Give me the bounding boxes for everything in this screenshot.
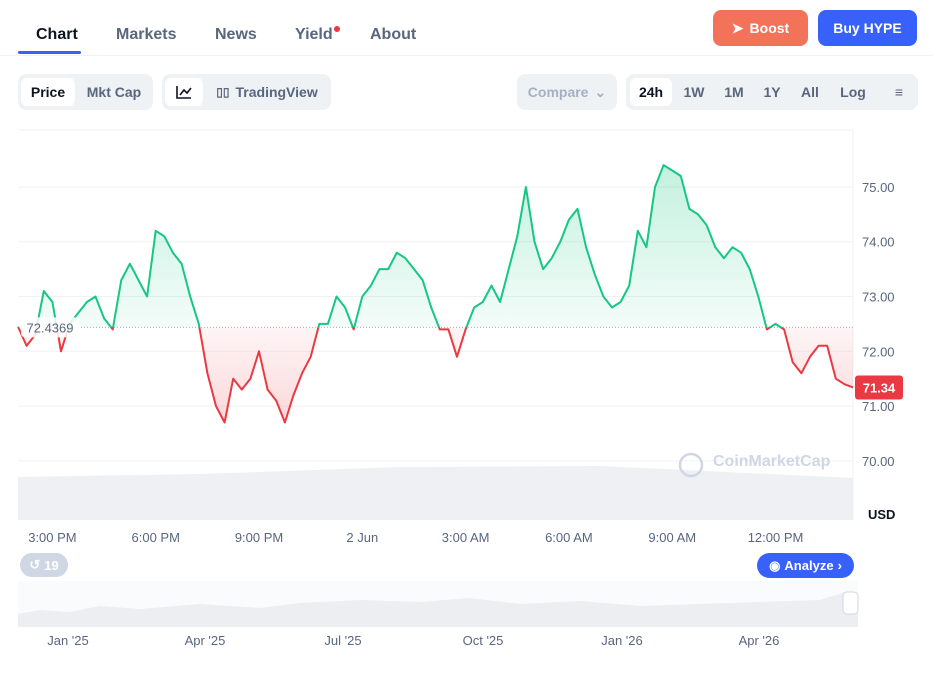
- navigator-area: [18, 592, 858, 627]
- range-button[interactable]: 1M: [724, 84, 744, 100]
- tab[interactable]: Yield: [295, 26, 333, 43]
- last-price-label: 71.34: [863, 380, 896, 395]
- navigator-handle[interactable]: [842, 591, 859, 615]
- navigator-label: Oct '25: [462, 633, 504, 648]
- y-tick-label: 71.00: [862, 399, 895, 414]
- tab[interactable]: About: [370, 26, 417, 43]
- notify-dot: [334, 26, 340, 32]
- y-tick-label: 70.00: [862, 454, 895, 469]
- log-toggle[interactable]: Log: [840, 84, 866, 100]
- x-tick-label: 6:00 AM: [545, 530, 593, 545]
- settings-button[interactable]: ≡: [894, 84, 904, 100]
- range-button[interactable]: 1Y: [763, 84, 781, 100]
- watermark-logo: [678, 452, 704, 478]
- x-tick-label: 9:00 PM: [235, 530, 283, 545]
- range-button[interactable]: 1W: [683, 84, 705, 100]
- type-toggle: Price Mkt Cap: [18, 74, 153, 110]
- compare-text: Compare: [527, 84, 589, 100]
- y-tick-label: 72.00: [862, 344, 895, 359]
- mktcap-toggle[interactable]: Mkt Cap: [86, 84, 142, 100]
- tab[interactable]: News: [215, 26, 257, 43]
- range-toggle: 24h 1W 1M 1Y All Log ≡: [626, 74, 918, 110]
- y-unit: USD: [868, 507, 895, 522]
- history-count: 19: [44, 557, 59, 573]
- price-toggle[interactable]: Price: [21, 78, 75, 106]
- divider: [0, 55, 933, 56]
- boost-button[interactable]: ➤ Boost: [713, 10, 808, 46]
- navigator-label: Apr '26: [738, 633, 780, 648]
- y-tick-label: 75.00: [862, 180, 895, 195]
- analyze-button[interactable]: ◉ Analyze ›: [757, 553, 854, 578]
- last-price-bg: [855, 375, 903, 400]
- navigator-label: Jan '26: [601, 633, 643, 648]
- navigator-label: Apr '25: [184, 633, 226, 648]
- y-tick-label: 74.00: [862, 235, 895, 250]
- boost-label: Boost: [749, 20, 790, 36]
- range-button[interactable]: 24h: [630, 78, 672, 106]
- volume-area: [18, 466, 853, 520]
- buy-button[interactable]: Buy HYPE: [818, 10, 917, 46]
- range-button[interactable]: All: [801, 84, 819, 100]
- baseline-label-bg: [21, 317, 79, 338]
- tab-underline: [18, 51, 81, 54]
- price-line: [17, 164, 854, 424]
- x-tick-label: 3:00 AM: [442, 530, 490, 545]
- tradingview-toggle[interactable]: ▯▯ TradingView: [216, 84, 318, 100]
- line-toggle[interactable]: [165, 78, 203, 106]
- tab[interactable]: Chart: [36, 26, 78, 43]
- chart-toggle: ▯▯ TradingView: [162, 74, 331, 110]
- watermark: CoinMarketCap: [713, 453, 831, 470]
- tradingview-label: TradingView: [235, 84, 318, 100]
- x-tick-label: 12:00 PM: [748, 530, 804, 545]
- x-tick-label: 2 Jun: [346, 530, 378, 545]
- compare-label: Compare ⌄: [527, 83, 607, 101]
- history-pill[interactable]: ↺ 19: [20, 553, 68, 577]
- navigator-label: Jul '25: [324, 633, 362, 648]
- navigator-label: Jan '25: [47, 633, 89, 648]
- analyze-label: Analyze: [784, 558, 834, 573]
- price-area: [18, 165, 853, 423]
- compare-dropdown[interactable]: Compare ⌄: [517, 74, 617, 110]
- x-tick-label: 9:00 AM: [648, 530, 696, 545]
- x-tick-label: 3:00 PM: [28, 530, 76, 545]
- line-icon: [176, 86, 192, 99]
- y-tick-label: 73.00: [862, 290, 895, 305]
- tab[interactable]: Markets: [116, 26, 177, 43]
- baseline-label: 72.4369: [27, 320, 74, 335]
- x-tick-label: 6:00 PM: [132, 530, 180, 545]
